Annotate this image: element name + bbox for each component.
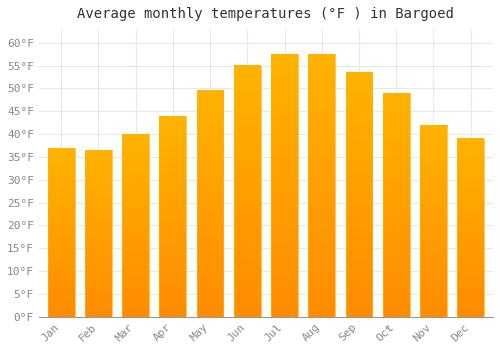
Bar bbox=[383, 93, 409, 317]
Bar bbox=[420, 125, 447, 317]
Bar bbox=[196, 91, 224, 317]
Bar bbox=[234, 65, 260, 317]
Bar bbox=[271, 54, 298, 317]
Title: Average monthly temperatures (°F ) in Bargoed: Average monthly temperatures (°F ) in Ba… bbox=[78, 7, 454, 21]
Bar bbox=[122, 134, 149, 317]
Bar bbox=[85, 150, 112, 317]
Bar bbox=[48, 148, 74, 317]
Bar bbox=[308, 54, 335, 317]
Bar bbox=[160, 116, 186, 317]
Bar bbox=[346, 72, 372, 317]
Bar bbox=[458, 139, 484, 317]
